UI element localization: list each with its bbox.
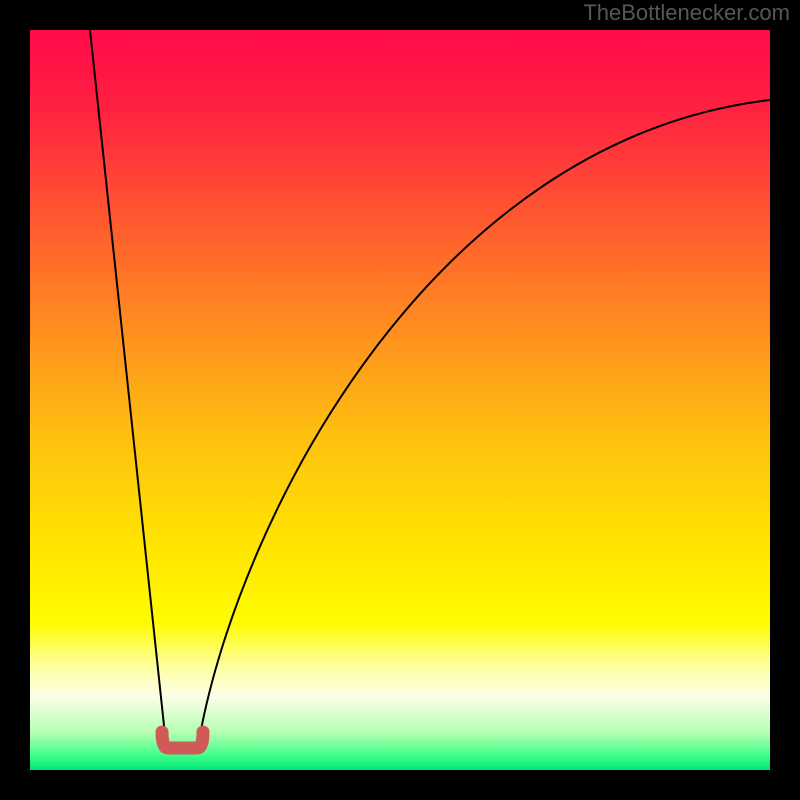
watermark-text: TheBottlenecker.com <box>583 0 790 26</box>
chart-svg <box>0 0 800 800</box>
gradient-background <box>30 30 770 770</box>
chart-container: TheBottlenecker.com <box>0 0 800 800</box>
